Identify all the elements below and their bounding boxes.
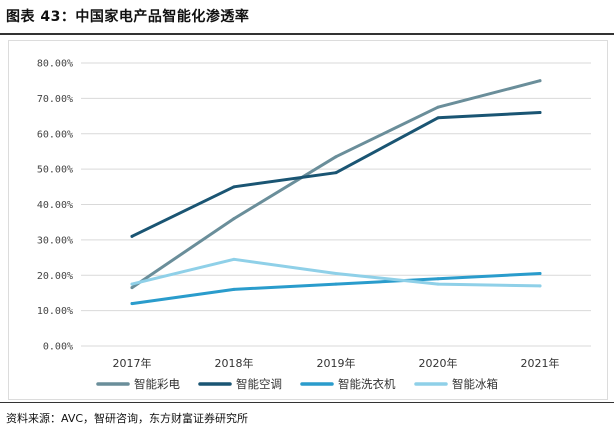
data-point (130, 302, 134, 306)
title-rule (0, 33, 614, 35)
data-point (232, 257, 236, 261)
y-tick-label: 0.00% (43, 342, 73, 353)
y-tick-label: 80.00% (37, 59, 73, 70)
data-point (538, 271, 542, 275)
data-point (232, 185, 236, 189)
x-tick-label: 2020年 (419, 356, 458, 370)
y-tick-label: 30.00% (37, 235, 73, 246)
line-chart: 0.00% 10.00% 20.00% 30.00% 40.00% 50.00% 60.00… (37, 59, 591, 391)
source-note: 资料来源：AVC，智研咨询，东方财富证券研究所 (6, 412, 249, 425)
legend-label: 智能空调 (236, 377, 282, 391)
x-tick-label: 2018年 (215, 356, 254, 370)
series-line (130, 111, 542, 238)
y-tick-label: 60.00% (37, 129, 73, 140)
legend-label: 智能洗衣机 (338, 377, 396, 391)
data-point (436, 282, 440, 286)
x-tick-label: 2021年 (521, 356, 560, 370)
data-point (538, 79, 542, 83)
data-point (232, 217, 236, 221)
data-point (334, 155, 338, 159)
legend-label: 智能彩电 (134, 377, 180, 391)
data-point (130, 286, 134, 290)
series-line (130, 272, 542, 306)
legend-label: 智能冰箱 (452, 377, 498, 391)
x-tick-label: 2017年 (113, 356, 152, 370)
chart-frame: 0.00% 10.00% 20.00% 30.00% 40.00% 50.00% 60.00… (8, 40, 608, 400)
figure-title: 图表 43：中国家电产品智能化渗透率 (6, 9, 250, 25)
data-point (436, 105, 440, 109)
data-point (130, 282, 134, 286)
data-point (130, 234, 134, 238)
y-tick-label: 10.00% (37, 306, 73, 317)
data-point (334, 282, 338, 286)
data-point (538, 284, 542, 288)
y-tick-label: 70.00% (37, 94, 73, 105)
x-tick-label: 2019年 (317, 356, 356, 370)
data-point (334, 271, 338, 275)
data-point (436, 116, 440, 120)
series-line (130, 79, 542, 290)
data-point (232, 287, 236, 291)
data-point (538, 111, 542, 115)
data-point (436, 277, 440, 281)
y-tick-label: 40.00% (37, 200, 73, 211)
y-tick-label: 20.00% (37, 271, 73, 282)
y-tick-label: 50.00% (37, 165, 73, 176)
source-rule (0, 402, 614, 403)
data-point (334, 171, 338, 175)
